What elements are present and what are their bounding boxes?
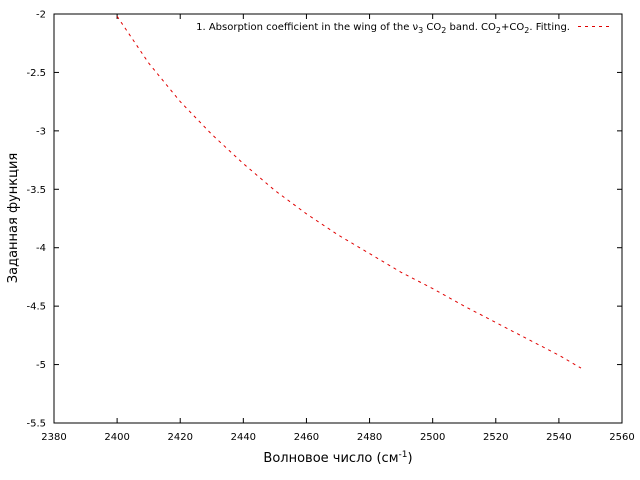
legend-text-part: band. CO: [446, 22, 496, 33]
x-tick-label: 2540: [546, 432, 571, 443]
legend-subscript: 2: [524, 26, 529, 35]
y-tick-label: -3.5: [26, 185, 46, 196]
legend-subscript: 2: [496, 26, 501, 35]
y-tick-label: -2.5: [26, 68, 46, 79]
y-tick-label: -3: [36, 126, 46, 137]
x-tick-label: 2520: [483, 432, 508, 443]
x-tick-label: 2420: [167, 432, 192, 443]
legend: 1. Absorption coefficient in the wing of…: [196, 22, 611, 35]
series-line: [116, 16, 582, 369]
legend-text-part: CO: [423, 22, 441, 33]
legend-subscript: 2: [441, 26, 446, 35]
x-axis-title: Волновое число (см-1): [263, 450, 412, 466]
x-tick-label: 2440: [231, 432, 256, 443]
plot-area: [53, 13, 623, 424]
x-tick-label: 2400: [104, 432, 129, 443]
legend-text-part: 1. Absorption coefficient in the wing of…: [196, 22, 418, 33]
y-tick-label: -2: [36, 10, 46, 21]
legend-text-part: +CO: [501, 22, 524, 33]
y-axis-title: Заданная функция: [6, 153, 21, 283]
y-axis: -5.5 -5 -4.5 -4 -3.5 -3 -2.5 -2: [26, 10, 622, 430]
y-tick-label: -5: [36, 360, 46, 371]
x-tick-label: 2560: [609, 432, 634, 443]
x-tick-label: 2500: [420, 432, 445, 443]
x-axis: 2380 2400 2420 2440 2460 2480 2500 2520 2540 2560: [41, 14, 635, 443]
legend-subscript: 3: [418, 26, 423, 35]
y-tick-label: -4.5: [26, 302, 46, 313]
series-layer: [116, 16, 582, 369]
legend-text-part: . Fitting.: [529, 22, 570, 33]
y-tick-label: -5.5: [26, 419, 46, 430]
legend-label: 1. Absorption coefficient in the wing of…: [196, 22, 570, 35]
x-tick-label: 2480: [357, 432, 382, 443]
x-tick-label: 2380: [41, 432, 66, 443]
y-tick-label: -4: [36, 243, 46, 254]
x-tick-label: 2460: [294, 432, 319, 443]
